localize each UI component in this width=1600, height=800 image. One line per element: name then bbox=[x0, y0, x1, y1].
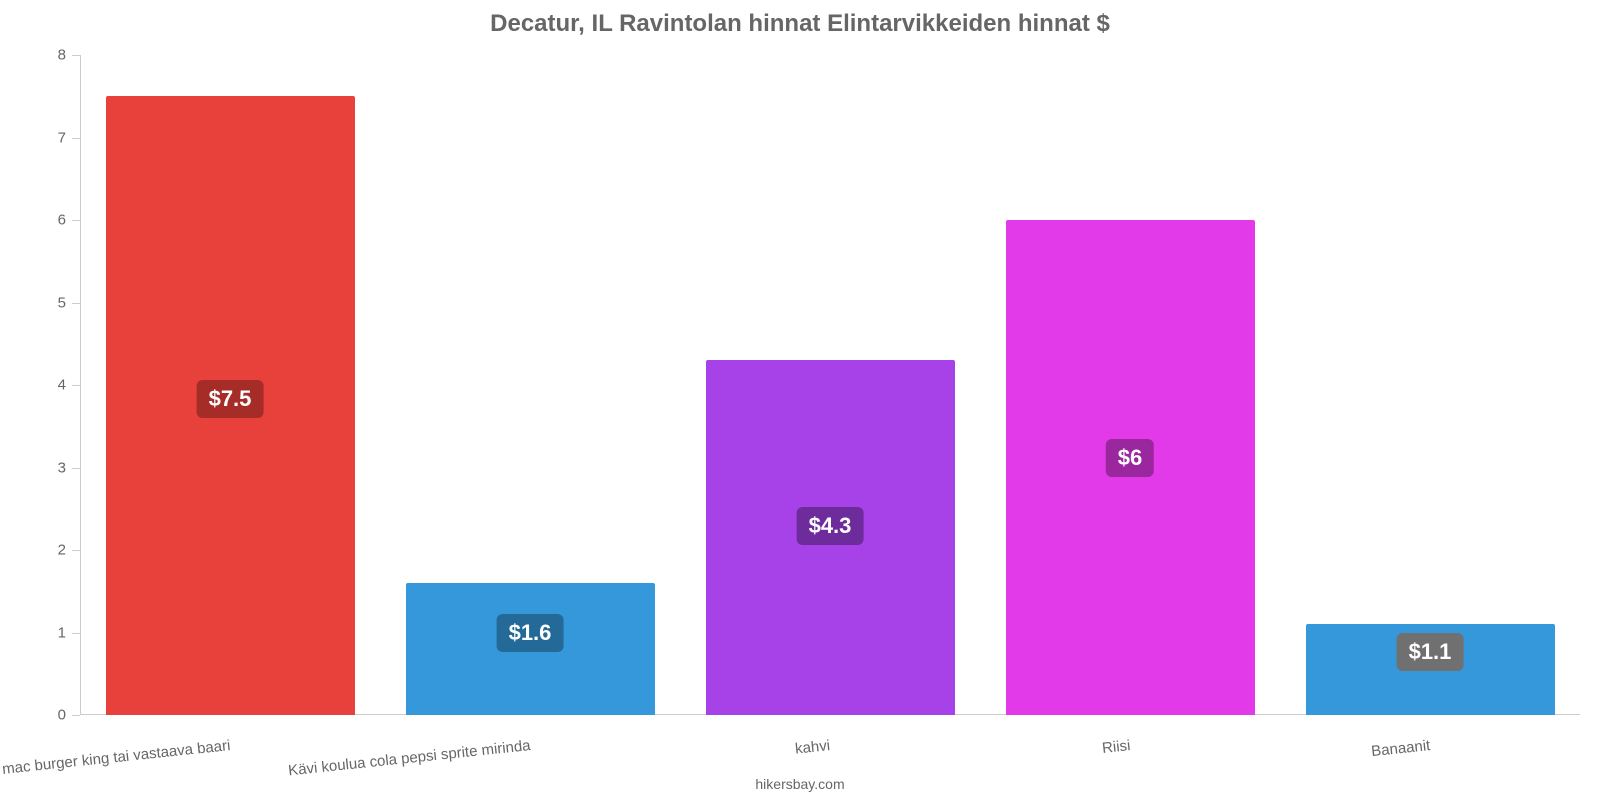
x-label-0: mac burger king tai vastaava baari bbox=[1, 737, 231, 778]
x-label-2: kahvi bbox=[794, 737, 831, 758]
y-tick-label: 5 bbox=[58, 294, 66, 311]
y-tick-label: 3 bbox=[58, 459, 66, 476]
y-tick-mark bbox=[72, 550, 80, 551]
bar-value-1: $1.6 bbox=[497, 614, 564, 652]
y-tick-mark bbox=[72, 303, 80, 304]
x-label-1: Kävi koulua cola pepsi sprite mirinda bbox=[287, 737, 531, 779]
y-tick-label: 8 bbox=[58, 47, 66, 64]
x-label-3: Riisi bbox=[1101, 737, 1131, 757]
y-tick-mark bbox=[72, 220, 80, 221]
y-tick-mark bbox=[72, 715, 80, 716]
y-tick-label: 6 bbox=[58, 212, 66, 229]
y-tick-mark bbox=[72, 468, 80, 469]
y-axis-line bbox=[80, 55, 81, 715]
y-tick-mark bbox=[72, 138, 80, 139]
price-bar-chart: Decatur, IL Ravintolan hinnat Elintarvik… bbox=[0, 0, 1600, 800]
y-tick-label: 4 bbox=[58, 377, 66, 394]
y-tick-mark bbox=[72, 55, 80, 56]
y-tick-mark bbox=[72, 385, 80, 386]
bar-value-3: $6 bbox=[1106, 439, 1154, 477]
y-tick-label: 0 bbox=[58, 707, 66, 724]
y-tick-label: 2 bbox=[58, 542, 66, 559]
y-tick-label: 7 bbox=[58, 129, 66, 146]
bar-value-0: $7.5 bbox=[197, 380, 264, 418]
y-tick-label: 1 bbox=[58, 624, 66, 641]
bar-value-2: $4.3 bbox=[797, 507, 864, 545]
footer-credit: hikersbay.com bbox=[0, 776, 1600, 792]
bar-value-4: $1.1 bbox=[1397, 633, 1464, 671]
x-label-4: Banaanit bbox=[1370, 737, 1431, 760]
y-tick-mark bbox=[72, 633, 80, 634]
chart-title: Decatur, IL Ravintolan hinnat Elintarvik… bbox=[0, 10, 1600, 38]
plot-area: 0 1 2 3 4 5 6 7 bbox=[80, 55, 1580, 715]
